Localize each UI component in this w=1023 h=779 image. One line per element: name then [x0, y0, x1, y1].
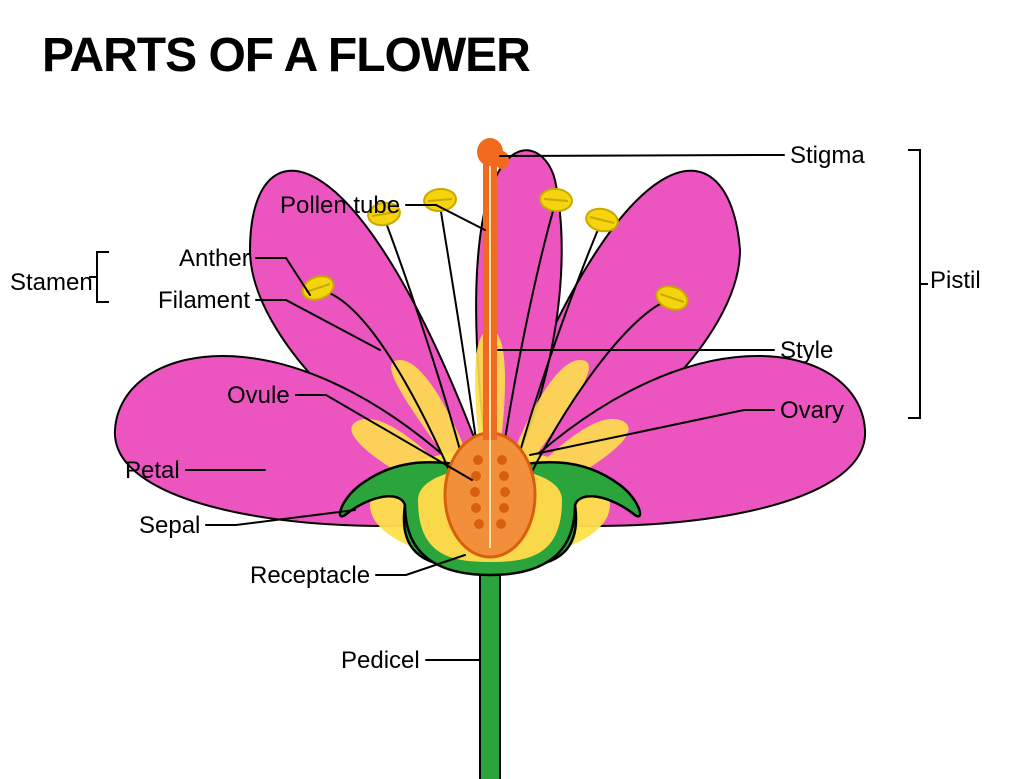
flower-diagram — [0, 0, 1023, 779]
label-anther: Anther — [179, 245, 250, 273]
label-pedicel: Pedicel — [341, 647, 420, 675]
label-receptacle: Receptacle — [250, 562, 370, 590]
label-filament: Filament — [158, 287, 250, 315]
label-ovary: Ovary — [780, 397, 844, 425]
pedicel — [480, 560, 500, 779]
group-label-stamen: Stamen — [10, 269, 93, 297]
label-ovule: Ovule — [227, 382, 290, 410]
label-stigma: Stigma — [790, 142, 865, 170]
label-sepal: Sepal — [139, 512, 200, 540]
label-style: Style — [780, 337, 833, 365]
label-pollen: Pollen tube — [280, 192, 400, 220]
group-label-pistil: Pistil — [930, 267, 981, 295]
label-petal: Petal — [125, 457, 180, 485]
